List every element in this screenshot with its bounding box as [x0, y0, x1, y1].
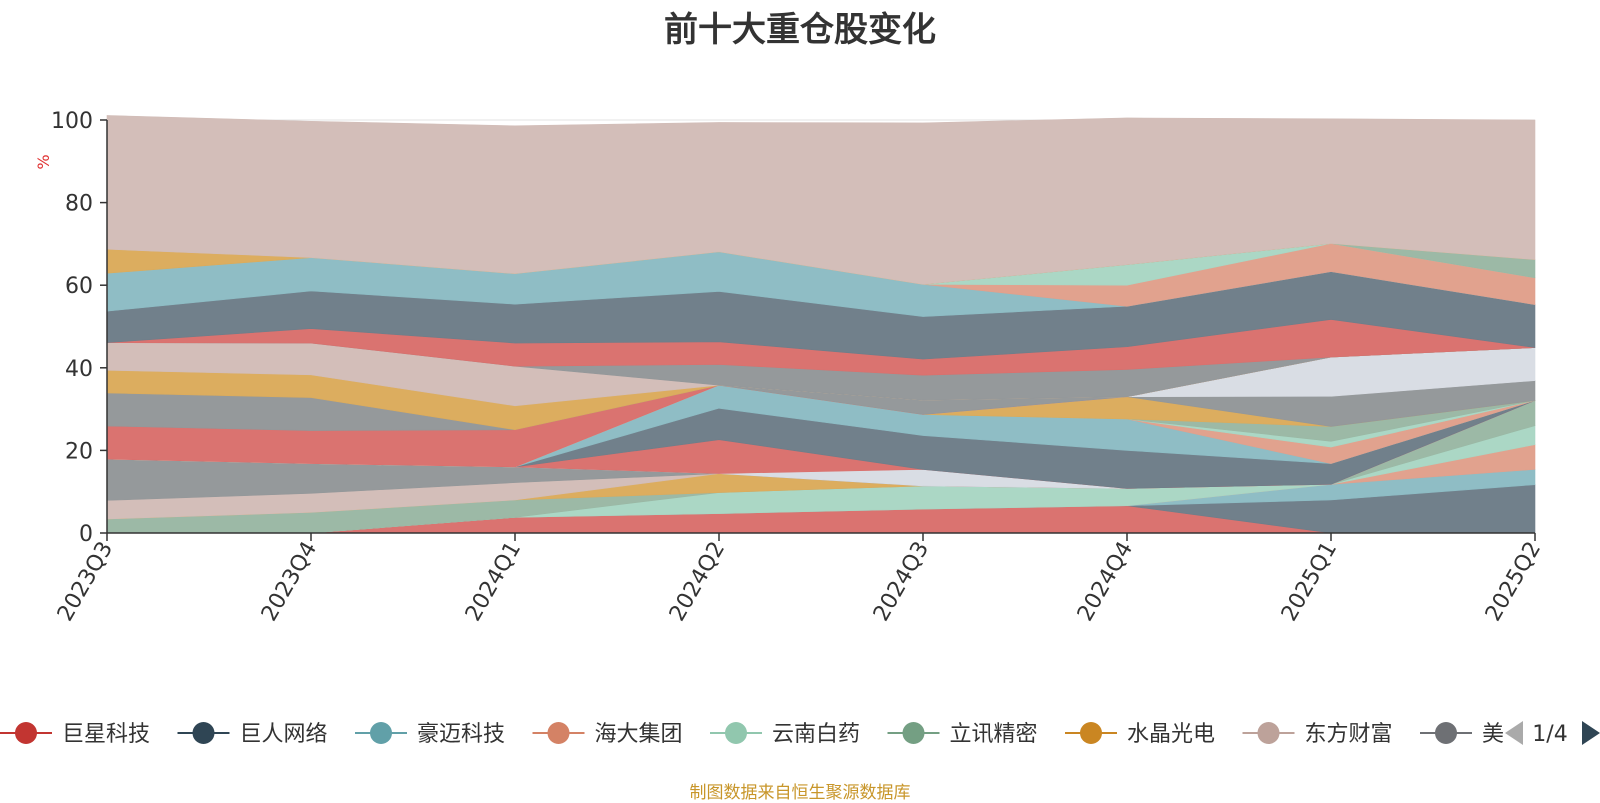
- x-tick-label: 2025Q2: [1481, 538, 1546, 626]
- x-tick-label: 2023Q3: [53, 538, 118, 626]
- legend-label: 海大集团: [595, 722, 683, 747]
- legend-page-indicator: 1/4: [1532, 722, 1567, 747]
- x-tick-label: 2024Q2: [665, 538, 730, 626]
- y-axis-label: %: [34, 154, 53, 169]
- y-tick-label: 60: [65, 274, 93, 299]
- legend-marker-icon: [902, 722, 925, 744]
- chart-title: 前十大重仓股变化: [664, 10, 936, 50]
- prev-page-icon[interactable]: [1505, 721, 1523, 745]
- x-tick-label: 2025Q1: [1277, 538, 1342, 626]
- legend-marker-icon: [192, 722, 215, 744]
- next-page-icon[interactable]: [1582, 721, 1600, 745]
- legend-label: 立讯精密: [950, 722, 1038, 747]
- area-series: [106, 115, 1536, 534]
- legend-item-水晶光电[interactable]: 水晶光电: [1065, 722, 1215, 747]
- legend-label: 水晶光电: [1127, 722, 1215, 747]
- y-tick-label: 80: [65, 192, 93, 217]
- y-tick-label: 100: [51, 109, 93, 134]
- source-note: 制图数据来自恒生聚源数据库: [689, 783, 911, 803]
- legend-item-巨星科技[interactable]: 巨星科技: [0, 722, 150, 747]
- legend-label: 云南白药: [772, 722, 860, 747]
- legend-item-海大集团[interactable]: 海大集团: [532, 722, 683, 747]
- legend-pager: 1/4: [1503, 712, 1600, 756]
- legend-marker-icon: [1257, 722, 1280, 744]
- legend-marker-icon: [370, 722, 392, 744]
- legend-marker-icon: [15, 722, 37, 744]
- y-tick-label: 0: [79, 522, 93, 547]
- legend-label: 东方财富: [1305, 722, 1393, 747]
- legend-marker-icon: [547, 722, 570, 744]
- y-tick-label: 20: [65, 439, 93, 464]
- legend-label: 巨星科技: [62, 722, 150, 747]
- legend-item-美[interactable]: 美: [1420, 722, 1504, 747]
- legend-label: 豪迈科技: [417, 722, 505, 747]
- x-tick-label: 2024Q4: [1073, 538, 1138, 626]
- legend-item-巨人网络[interactable]: 巨人网络: [177, 722, 328, 747]
- legend-marker-icon: [725, 722, 747, 744]
- x-tick-label: 2024Q1: [461, 538, 526, 626]
- legend-item-东方财富[interactable]: 东方财富: [1242, 722, 1393, 747]
- legend-item-豪迈科技[interactable]: 豪迈科技: [355, 722, 505, 747]
- legend-marker-icon: [1435, 722, 1457, 744]
- legend-label: 巨人网络: [240, 722, 328, 747]
- x-tick-label: 2023Q4: [257, 538, 322, 626]
- legend-item-云南白药[interactable]: 云南白药: [710, 722, 860, 747]
- legend-label: 美: [1482, 722, 1504, 747]
- y-tick-label: 40: [65, 357, 93, 382]
- legend-marker-icon: [1080, 722, 1102, 744]
- legend-item-立讯精密[interactable]: 立讯精密: [887, 722, 1038, 747]
- x-tick-label: 2024Q3: [869, 538, 934, 626]
- area-东方财富3: [106, 115, 1536, 285]
- legend[interactable]: 巨星科技 巨人网络 豪迈科技 海大集团 云南白药 立讯精密 水晶光电 东方财富 美 1/4: [0, 712, 1600, 756]
